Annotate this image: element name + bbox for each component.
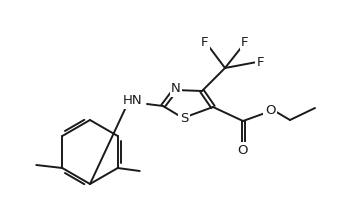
Text: O: O xyxy=(238,143,248,157)
Text: S: S xyxy=(180,113,188,125)
Text: HN: HN xyxy=(123,95,143,108)
Text: F: F xyxy=(201,35,209,48)
Text: N: N xyxy=(171,83,181,95)
Text: O: O xyxy=(265,104,275,117)
Text: F: F xyxy=(256,57,264,69)
Text: F: F xyxy=(241,35,249,48)
